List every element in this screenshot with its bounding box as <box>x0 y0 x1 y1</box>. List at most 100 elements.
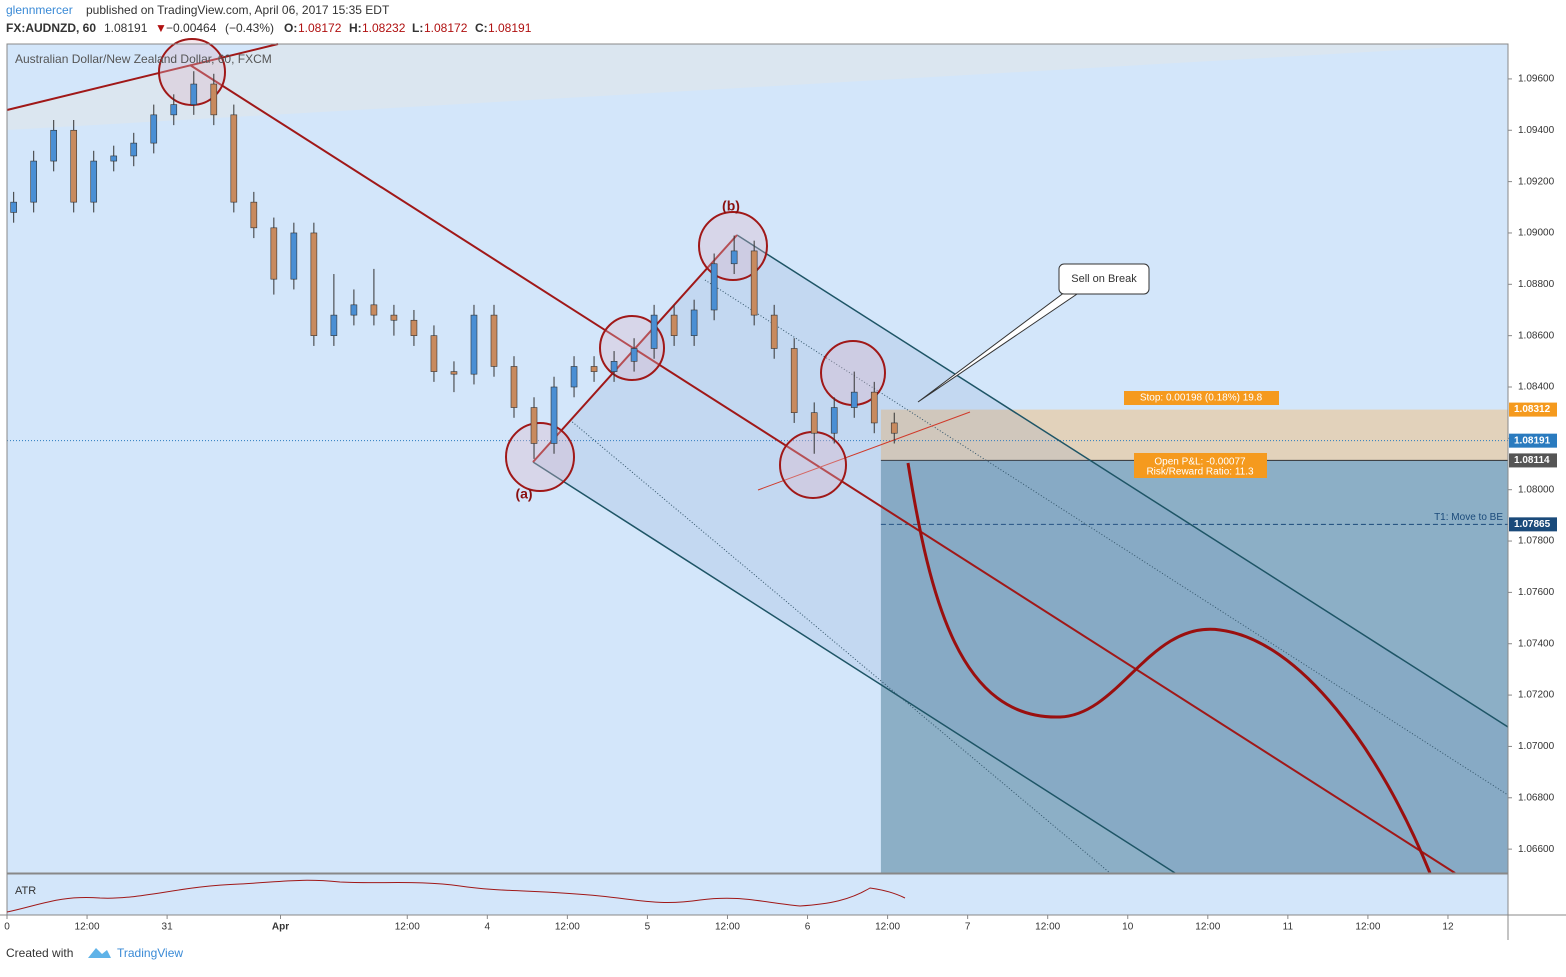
candle-body <box>710 263 718 311</box>
candle-body <box>250 201 258 229</box>
author: glennmercer <box>6 3 73 17</box>
footer-brand[interactable]: TradingView <box>117 946 183 960</box>
candle-body <box>410 319 418 336</box>
y-tick-label: 1.08600 <box>1518 330 1555 341</box>
candle-body <box>430 335 438 372</box>
candle-body <box>510 366 518 408</box>
x-tick-label: 4 <box>485 922 491 933</box>
atr-line <box>6 879 906 913</box>
candle-body <box>870 391 878 424</box>
x-tick-label: 10 <box>1122 922 1134 933</box>
x-tick-label: 12:00 <box>715 922 740 933</box>
change-pct: (−0.43%) <box>225 21 274 35</box>
candle-body <box>50 129 57 162</box>
price-tag <box>1509 402 1557 417</box>
x-tick-label: 12:00 <box>75 922 100 933</box>
chart-title: Australian Dollar/New Zealand Dollar, 60… <box>15 52 272 66</box>
y-tick-label: 1.07800 <box>1518 536 1555 547</box>
candle-body <box>610 361 618 372</box>
channel-upper <box>736 234 1509 728</box>
y-tick-label: 1.09400 <box>1518 125 1555 136</box>
candle-body <box>90 160 98 203</box>
y-tick-label: 1.07600 <box>1518 587 1555 598</box>
position-zones <box>7 409 1508 873</box>
x-tick-label: 12 <box>1442 922 1454 933</box>
candle-body <box>730 250 738 265</box>
candle-body <box>550 386 558 444</box>
x-tick-label: Apr <box>272 922 289 933</box>
x-tick-label: 0 <box>4 922 10 933</box>
candle-body <box>10 201 17 213</box>
y-tick-label: 1.06800 <box>1518 792 1555 803</box>
last: 1.08191 <box>104 21 148 35</box>
candle-body <box>350 304 358 316</box>
candle-body <box>790 348 798 413</box>
stop-zone <box>880 409 1508 461</box>
price-tag <box>1509 517 1557 532</box>
drawings <box>6 38 1509 874</box>
price-tag <box>1509 453 1557 468</box>
candle-body <box>450 371 458 375</box>
price-tag-label: 1.08114 <box>1514 455 1550 466</box>
candle-body <box>570 366 578 388</box>
header: glennmercer published on TradingView.com… <box>6 3 532 35</box>
c-label: C: <box>475 21 488 35</box>
circle <box>779 431 847 499</box>
wave-label: (a) <box>515 486 532 502</box>
pnl-box <box>1134 453 1267 478</box>
change: −0.00464 <box>166 21 217 35</box>
channel-lower <box>532 461 1176 874</box>
h-label: H: <box>349 21 362 35</box>
trend-line <box>757 411 971 491</box>
o-label: O: <box>284 21 297 35</box>
symbol: FX:AUDNZD, 60 <box>6 21 96 35</box>
x-tick-label: 12:00 <box>1035 922 1060 933</box>
open: 1.08172 <box>298 21 342 35</box>
channel-mid <box>569 419 1111 874</box>
candle-body <box>210 83 218 116</box>
x-tick-label: 12:00 <box>395 922 420 933</box>
candle-body <box>130 142 138 157</box>
x-tick-label: 11 <box>1283 922 1294 933</box>
trend-line <box>6 43 279 111</box>
x-tick-label: 7 <box>965 922 971 933</box>
candle-body <box>750 250 758 316</box>
rr-label: Risk/Reward Ratio: 11.3 <box>1146 467 1254 478</box>
x-tick-label: 31 <box>162 922 174 933</box>
candle-body <box>850 391 858 408</box>
candle-body <box>30 160 37 203</box>
candle-body <box>110 155 118 162</box>
candle-body <box>150 114 158 144</box>
published: published on TradingView.com, April 06, … <box>86 3 390 17</box>
candle-body <box>810 412 818 434</box>
upper-band <box>7 44 1508 130</box>
candle-body <box>830 407 838 434</box>
candle-body <box>690 309 698 336</box>
x-tick-label: 12:00 <box>1195 922 1220 933</box>
price-tag-label: 1.08312 <box>1514 404 1551 415</box>
y-tick-label: 1.07000 <box>1518 741 1555 752</box>
y-tick-label: 1.09600 <box>1518 74 1555 85</box>
candle-body <box>330 314 338 336</box>
low: 1.08172 <box>424 21 468 35</box>
indicator-label: ATR <box>15 885 36 897</box>
high: 1.08232 <box>362 21 406 35</box>
candle-body <box>630 348 638 362</box>
price-tag-label: 1.07865 <box>1514 519 1551 530</box>
candle-body <box>70 129 78 203</box>
circle <box>698 211 768 281</box>
x-tick-label: 12:00 <box>555 922 580 933</box>
x-tick-label: 6 <box>805 922 811 933</box>
candles <box>10 71 898 459</box>
candle-body <box>190 83 198 105</box>
y-tick-label: 1.08800 <box>1518 279 1555 290</box>
circle <box>505 422 575 492</box>
atr-panel <box>6 873 1509 916</box>
projection-curve <box>906 462 1432 874</box>
callout-text: Sell on Break <box>1071 273 1137 285</box>
y-tick-label: 1.07200 <box>1518 690 1555 701</box>
candle-body <box>670 314 678 336</box>
y-tick-label: 1.08000 <box>1518 484 1555 495</box>
candle-body <box>470 314 478 375</box>
y-tick-label: 1.07400 <box>1518 638 1555 649</box>
